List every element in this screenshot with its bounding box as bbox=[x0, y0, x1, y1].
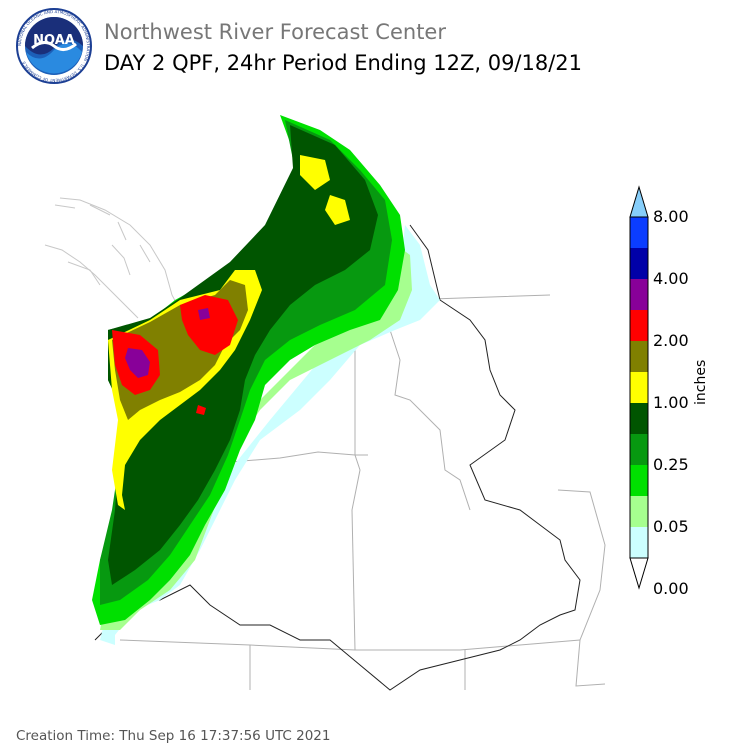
legend-swatch-5 bbox=[630, 341, 648, 372]
precip-band-3-00 bbox=[112, 295, 238, 415]
legend-label-2-00: 2.00 bbox=[653, 331, 689, 350]
creation-time: Creation Time: Thu Sep 16 17:37:56 UTC 2… bbox=[16, 728, 331, 744]
legend-label-1-00: 1.00 bbox=[653, 393, 689, 412]
noaa-logo: NOAA NATIONAL OCEANIC AND ATMOSPHERIC AD… bbox=[16, 8, 92, 84]
legend-swatch-10 bbox=[630, 496, 648, 527]
legend-swatch-extend-min bbox=[629, 557, 649, 590]
legend-swatch-6 bbox=[630, 372, 648, 403]
legend-unit-label: inches bbox=[693, 359, 709, 405]
legend-swatch-9 bbox=[630, 465, 648, 496]
precip-band-1-00 bbox=[108, 125, 378, 585]
legend-label-4-00: 4.00 bbox=[653, 269, 689, 288]
legend-label-0-25: 0.25 bbox=[653, 455, 689, 474]
basin-boundary bbox=[94, 224, 581, 691]
qpf-field bbox=[92, 115, 440, 645]
legend-swatch-3 bbox=[630, 279, 648, 310]
legend-swatch-extend-max bbox=[629, 185, 649, 218]
legend-label-8-00: 8.00 bbox=[653, 207, 689, 226]
canada-coastline bbox=[44, 197, 181, 319]
legend-swatch-11 bbox=[630, 527, 648, 558]
precip-band-4-00 bbox=[125, 308, 210, 378]
legend-swatch-8 bbox=[630, 434, 648, 465]
legend-swatch-4 bbox=[630, 310, 648, 341]
organization-title: Northwest River Forecast Center bbox=[104, 20, 446, 44]
legend-swatch-2 bbox=[630, 248, 648, 279]
legend-label-0-00: 0.00 bbox=[653, 579, 689, 598]
legend-colorbar bbox=[629, 185, 649, 590]
legend-outline bbox=[629, 216, 649, 559]
legend-swatch-7 bbox=[630, 403, 648, 434]
product-title: DAY 2 QPF, 24hr Period Ending 12Z, 09/18… bbox=[104, 51, 583, 75]
noaa-logo-text: NOAA bbox=[33, 33, 75, 48]
legend-label-0-05: 0.05 bbox=[653, 517, 689, 536]
legend-swatch-1 bbox=[630, 217, 648, 248]
